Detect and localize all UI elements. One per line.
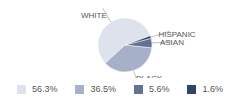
svg-text:HISPANIC: HISPANIC [158,30,195,39]
svg-text:ASIAN: ASIAN [160,38,184,47]
html-text:36.5%: 36.5% [90,84,116,94]
svg-text:WHITE: WHITE [81,11,107,20]
html-text:56.3%: 56.3% [32,84,58,94]
svg-text:BLACK: BLACK [136,74,163,78]
html-text:1.6%: 1.6% [202,84,223,94]
html-text:5.6%: 5.6% [149,84,170,94]
